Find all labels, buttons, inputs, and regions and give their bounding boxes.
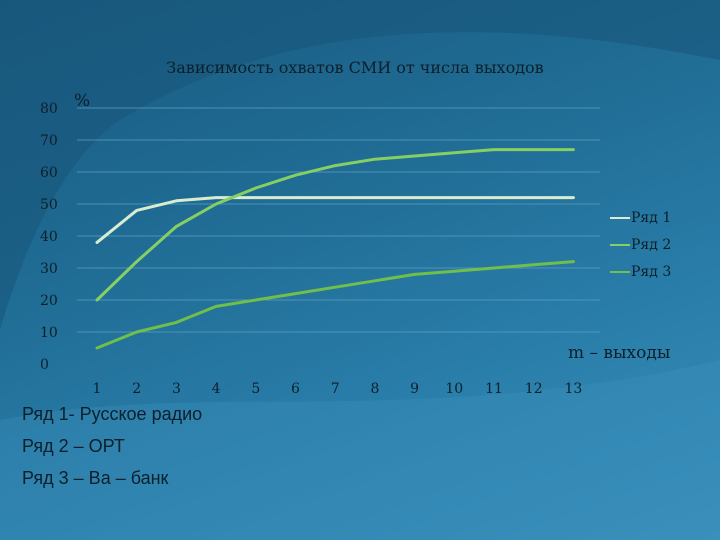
x-tick-label: 10: [445, 381, 463, 397]
x-tick-label: 5: [251, 381, 260, 397]
y-axis-label: %: [74, 91, 90, 111]
x-tick-label: 12: [525, 381, 543, 397]
y-tick-label: 40: [40, 229, 58, 245]
x-tick-label: 11: [485, 381, 503, 397]
x-tick-label: 9: [410, 381, 419, 397]
legend-label: Ряд 3: [631, 264, 671, 280]
caption-series-1: Ряд 1- Русское радио: [22, 404, 203, 424]
y-tick-label: 60: [40, 165, 58, 181]
y-tick-label: 50: [40, 197, 58, 213]
legend-label: Ряд 1: [631, 210, 671, 226]
chart-title: Зависимость охватов СМИ от числа выходов: [166, 58, 543, 77]
x-tick-label: 3: [172, 381, 181, 397]
x-axis-ticks: 1 2 3 4 5 6 7 8 9 10 11 12 13: [93, 381, 583, 397]
series-line-2: [95, 148, 575, 302]
x-tick-label: 7: [331, 381, 340, 397]
y-tick-label: 80: [40, 101, 58, 117]
y-tick-label: 0: [40, 357, 49, 373]
y-tick-label: 20: [40, 293, 58, 309]
x-tick-label: 4: [212, 381, 221, 397]
x-tick-label: 2: [132, 381, 141, 397]
y-axis-ticks: 0 10 20 30 40 50 60 70 80: [40, 101, 58, 373]
x-tick-label: 13: [564, 381, 582, 397]
x-tick-label: 6: [291, 381, 300, 397]
x-tick-label: 1: [93, 381, 102, 397]
caption-series-2: Ряд 2 – ОРТ: [22, 436, 125, 456]
y-tick-label: 70: [40, 133, 58, 149]
legend-label: Ряд 2: [631, 237, 671, 253]
y-tick-label: 10: [40, 325, 58, 341]
y-tick-label: 30: [40, 261, 58, 277]
caption-series-3: Ряд 3 – Ва – банк: [22, 468, 169, 488]
legend: Ряд 1 Ряд 2 Ряд 3: [610, 210, 671, 280]
series-line-1: [95, 196, 575, 244]
x-tick-label: 8: [370, 381, 379, 397]
x-axis-label: m – выходы: [568, 343, 670, 363]
series-lines: [95, 148, 575, 350]
gridlines: [77, 107, 600, 333]
series-line-3: [95, 260, 575, 350]
